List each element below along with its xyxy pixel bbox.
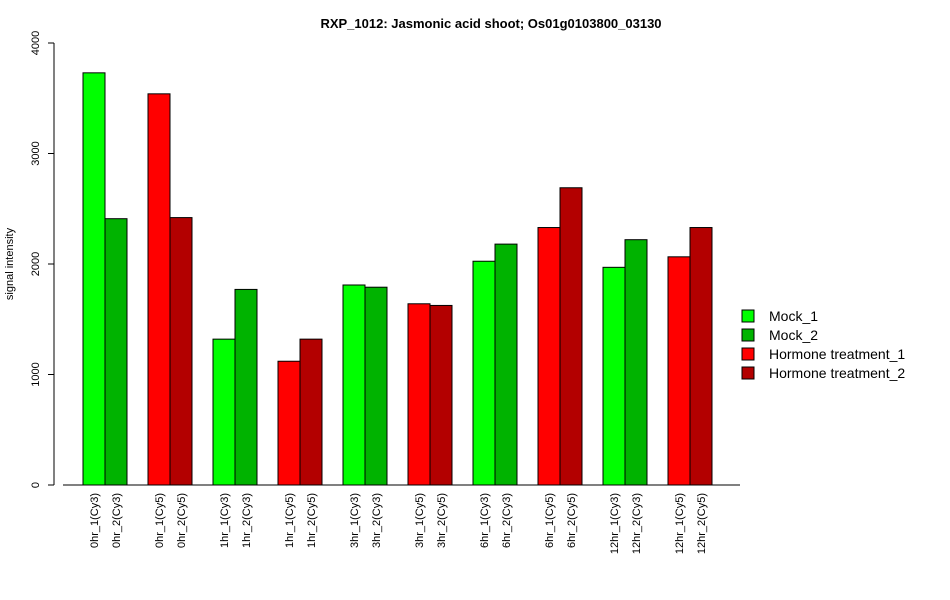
bar <box>429 304 453 486</box>
x-tick-label: 3hr_2(Cy5) <box>436 493 448 548</box>
y-tick-label: 4000 <box>30 31 42 55</box>
x-tick-label: 1hr_1(Cy5) <box>284 493 296 548</box>
legend-swatch <box>741 309 755 323</box>
bar <box>277 360 301 486</box>
x-tick-label: 0hr_1(Cy3) <box>89 493 101 548</box>
bar <box>537 227 561 486</box>
x-tick-label: 6hr_1(Cy5) <box>544 493 556 548</box>
bar <box>147 93 171 486</box>
x-tick-label: 3hr_1(Cy3) <box>349 493 361 548</box>
x-tick-label: 1hr_1(Cy3) <box>219 493 231 548</box>
y-tick-label: 2000 <box>30 252 42 276</box>
bar <box>407 303 431 486</box>
x-tick-label: 1hr_2(Cy3) <box>241 493 253 548</box>
bar <box>342 284 366 486</box>
legend-label: Mock_1 <box>769 308 818 324</box>
legend-label: Hormone treatment_2 <box>769 365 905 381</box>
legend-label: Mock_2 <box>769 327 818 343</box>
y-tick-label: 1000 <box>30 362 42 386</box>
chart-title: RXP_1012: Jasmonic acid shoot; Os01g0103… <box>320 16 661 31</box>
x-tick-label: 6hr_2(Cy5) <box>566 493 578 548</box>
y-axis-label: signal intensity <box>4 227 16 300</box>
bar <box>689 227 713 486</box>
legend-swatch <box>741 347 755 361</box>
bar <box>472 260 496 486</box>
bar <box>82 72 106 486</box>
legend-swatch <box>741 366 755 380</box>
bar <box>104 218 128 486</box>
x-tick-label: 1hr_2(Cy5) <box>306 493 318 548</box>
legend-label: Hormone treatment_1 <box>769 346 905 362</box>
x-tick-label: 6hr_1(Cy3) <box>479 493 491 548</box>
bar <box>602 266 626 486</box>
bar <box>299 338 323 486</box>
bars-group <box>63 72 740 486</box>
y-axis: 0 1000 2000 3000 4000 <box>30 31 55 488</box>
bar <box>667 256 691 486</box>
x-tick-labels: 0hr_1(Cy3) 0hr_2(Cy3) 0hr_1(Cy5) 0hr_2(Cy5)… <box>89 493 708 554</box>
y-tick-label: 3000 <box>30 141 42 165</box>
bar <box>494 243 518 486</box>
y-tick-label: 0 <box>30 482 42 488</box>
bar <box>624 239 648 486</box>
bar <box>559 187 583 486</box>
bar <box>234 288 258 486</box>
x-tick-label: 12hr_1(Cy3) <box>609 493 621 554</box>
bar <box>212 338 236 486</box>
x-tick-label: 0hr_1(Cy5) <box>154 493 166 548</box>
x-tick-label: 12hr_2(Cy3) <box>631 493 643 554</box>
x-tick-label: 0hr_2(Cy5) <box>176 493 188 548</box>
legend: Mock_1 Mock_2 Hormone treatment_1 Hormone t… <box>741 308 905 381</box>
x-tick-label: 12hr_2(Cy5) <box>696 493 708 554</box>
bar <box>364 286 388 486</box>
x-tick-label: 6hr_2(Cy3) <box>501 493 513 548</box>
x-tick-label: 0hr_2(Cy3) <box>111 493 123 548</box>
bar <box>169 217 193 486</box>
x-tick-label: 12hr_1(Cy5) <box>674 493 686 554</box>
x-tick-label: 3hr_1(Cy5) <box>414 493 426 548</box>
x-tick-label: 3hr_2(Cy3) <box>371 493 383 548</box>
legend-swatch <box>741 328 755 342</box>
